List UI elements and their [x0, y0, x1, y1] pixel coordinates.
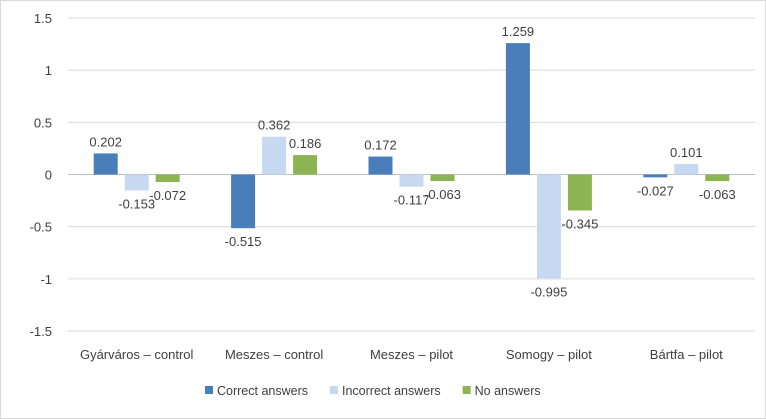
data-label: 0.186	[289, 136, 322, 151]
x-axis: Gyárváros – control Meszes – control Mesze…	[80, 347, 723, 362]
bar-no-answers	[155, 174, 180, 183]
y-tick-label: -0.5	[30, 220, 52, 235]
y-tick-label: -1.5	[30, 324, 52, 339]
x-tick-label: Meszes – control	[225, 347, 323, 362]
bars	[93, 43, 730, 279]
bar-correct-answers	[643, 174, 668, 178]
data-label: -0.027	[637, 183, 674, 198]
data-label: -0.117	[394, 193, 430, 208]
data-label: 0.202	[89, 134, 122, 149]
legend: Correct answers Incorrect answers No answe…	[205, 384, 541, 398]
data-labels: 0.202 -0.153-0.072 -0.515 0.362 0.186 0.172 -0…	[89, 24, 735, 299]
legend-swatch	[462, 386, 471, 394]
legend-swatch	[205, 386, 213, 394]
data-label: 0.172	[364, 138, 397, 153]
data-label: 0.362	[258, 118, 291, 133]
y-axis: 1.5 1 0.5 0 -0.5 -1 -1.5	[30, 11, 52, 339]
data-label: -0.153	[118, 196, 155, 211]
data-label: -0.345	[561, 216, 598, 231]
y-tick-label: 0	[45, 168, 52, 183]
bar-no-answers	[567, 174, 592, 211]
data-label: -0.063	[424, 187, 461, 202]
bar-no-answers	[293, 155, 318, 175]
legend-label: Incorrect answers	[342, 384, 441, 398]
y-tick-label: 0.5	[34, 115, 52, 130]
data-label: 0.101	[670, 145, 703, 160]
x-tick-label: Gyárváros – control	[80, 347, 194, 362]
legend-swatch	[330, 386, 338, 394]
bar-correct-answers	[368, 156, 393, 175]
bar-no-answers	[705, 174, 730, 182]
y-tick-label: -1	[40, 272, 52, 287]
data-label: -0.063	[699, 187, 736, 202]
y-tick-label: 1.5	[34, 11, 52, 26]
data-label: 1.259	[502, 24, 535, 39]
bar-incorrect-answers	[399, 174, 424, 187]
bar-correct-answers	[93, 153, 118, 175]
bar-correct-answers	[505, 43, 530, 175]
bar-no-answers	[430, 174, 455, 182]
x-tick-label: Somogy – pilot	[506, 347, 592, 362]
bar-incorrect-answers	[674, 163, 699, 175]
bar-incorrect-answers	[262, 136, 287, 175]
gridlines	[68, 17, 755, 332]
data-label: -0.072	[149, 188, 186, 203]
legend-label: Correct answers	[217, 384, 308, 398]
bar-correct-answers	[231, 174, 256, 229]
y-tick-label: 1	[45, 63, 52, 78]
data-label: -0.995	[530, 284, 567, 299]
data-label: -0.515	[225, 234, 262, 249]
x-tick-label: Meszes – pilot	[370, 347, 453, 362]
bar-incorrect-answers	[536, 174, 561, 279]
x-tick-label: Bártfa – pilot	[650, 347, 723, 362]
legend-label: No answers	[475, 384, 541, 398]
bar-incorrect-answers	[124, 174, 149, 191]
